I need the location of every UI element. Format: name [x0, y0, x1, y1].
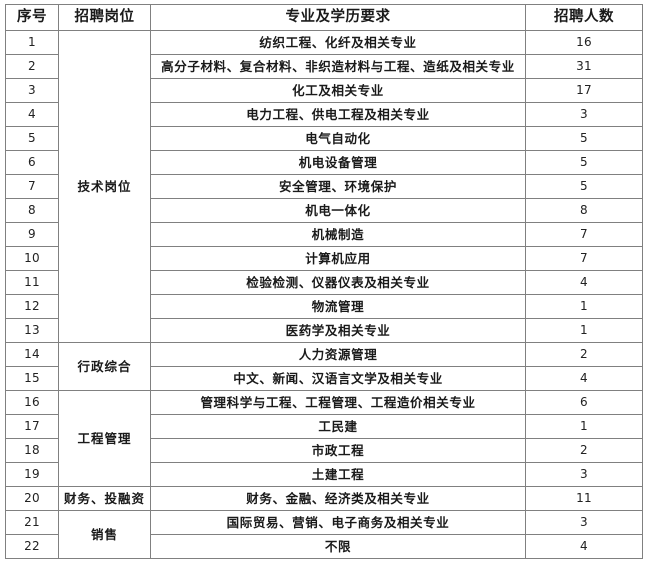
table-row: 22 不限 4 [5, 534, 643, 559]
table-body: 1 技术岗位 纺织工程、化纤及相关专业 16 2 高分子材料、复合材料、非织造材料与工程、… [5, 30, 643, 559]
cell-headcount: 3 [525, 510, 643, 535]
cell-headcount: 1 [525, 294, 643, 319]
cell-major-requirement: 医药学及相关专业 [150, 318, 526, 343]
cell-sequence-number: 5 [5, 126, 59, 151]
table-row: 10 计算机应用 7 [5, 246, 643, 271]
cell-sequence-number: 6 [5, 150, 59, 175]
cell-major-requirement: 电力工程、供电工程及相关专业 [150, 102, 526, 127]
cell-headcount: 3 [525, 462, 643, 487]
cell-headcount: 17 [525, 78, 643, 103]
cell-headcount: 1 [525, 414, 643, 439]
cell-major-requirement: 管理科学与工程、工程管理、工程造价相关专业 [150, 390, 526, 415]
cell-major-requirement: 机电设备管理 [150, 150, 526, 175]
cell-sequence-number: 21 [5, 510, 59, 535]
table-row: 14 行政综合 人力资源管理 2 [5, 342, 643, 391]
cell-sequence-number: 19 [5, 462, 59, 487]
cell-sequence-number: 12 [5, 294, 59, 319]
cell-post-group: 行政综合 [58, 342, 151, 391]
cell-sequence-number: 17 [5, 414, 59, 439]
cell-major-requirement: 中文、新闻、汉语言文学及相关专业 [150, 366, 526, 391]
cell-sequence-number: 13 [5, 318, 59, 343]
cell-major-requirement: 国际贸易、营销、电子商务及相关专业 [150, 510, 526, 535]
recruitment-table-container: 序号 招聘岗位 专业及学历要求 招聘人数 1 技术岗位 纺织工程、化纤及相关专业 16… [5, 4, 643, 559]
table-row: 1 技术岗位 纺织工程、化纤及相关专业 16 [5, 30, 643, 343]
cell-headcount: 2 [525, 342, 643, 367]
column-header-seq: 序号 [5, 4, 59, 31]
cell-sequence-number: 10 [5, 246, 59, 271]
cell-sequence-number: 9 [5, 222, 59, 247]
cell-headcount: 4 [525, 270, 643, 295]
table-row: 9 机械制造 7 [5, 222, 643, 247]
table-row: 12 物流管理 1 [5, 294, 643, 319]
cell-sequence-number: 16 [5, 390, 59, 415]
cell-headcount: 6 [525, 390, 643, 415]
cell-headcount: 2 [525, 438, 643, 463]
cell-major-requirement: 财务、金融、经济类及相关专业 [150, 486, 526, 511]
cell-major-requirement: 人力资源管理 [150, 342, 526, 367]
cell-major-requirement: 化工及相关专业 [150, 78, 526, 103]
cell-headcount: 3 [525, 102, 643, 127]
cell-major-requirement: 工民建 [150, 414, 526, 439]
cell-sequence-number: 1 [5, 30, 59, 55]
cell-sequence-number: 3 [5, 78, 59, 103]
cell-post-group: 工程管理 [58, 390, 151, 487]
cell-post-group: 财务、投融资 [58, 486, 151, 511]
cell-headcount: 1 [525, 318, 643, 343]
cell-headcount: 7 [525, 222, 643, 247]
table-header-row: 序号 招聘岗位 专业及学历要求 招聘人数 [5, 4, 643, 31]
cell-sequence-number: 7 [5, 174, 59, 199]
cell-headcount: 5 [525, 150, 643, 175]
cell-sequence-number: 8 [5, 198, 59, 223]
cell-sequence-number: 15 [5, 366, 59, 391]
cell-sequence-number: 18 [5, 438, 59, 463]
cell-major-requirement: 不限 [150, 534, 526, 559]
table-row: 18 市政工程 2 [5, 438, 643, 463]
cell-sequence-number: 14 [5, 342, 59, 367]
table-row: 19 土建工程 3 [5, 462, 643, 487]
cell-headcount: 16 [525, 30, 643, 55]
cell-major-requirement: 市政工程 [150, 438, 526, 463]
table-row: 8 机电一体化 8 [5, 198, 643, 223]
cell-headcount: 5 [525, 174, 643, 199]
table-row: 11 检验检测、仪器仪表及相关专业 4 [5, 270, 643, 295]
cell-headcount: 7 [525, 246, 643, 271]
table-row: 21 销售 国际贸易、营销、电子商务及相关专业 3 [5, 510, 643, 559]
cell-sequence-number: 11 [5, 270, 59, 295]
table-row: 16 工程管理 管理科学与工程、工程管理、工程造价相关专业 6 [5, 390, 643, 487]
table-row: 3 化工及相关专业 17 [5, 78, 643, 103]
cell-sequence-number: 2 [5, 54, 59, 79]
cell-headcount: 8 [525, 198, 643, 223]
cell-major-requirement: 机电一体化 [150, 198, 526, 223]
cell-headcount: 4 [525, 366, 643, 391]
recruitment-table: 序号 招聘岗位 专业及学历要求 招聘人数 1 技术岗位 纺织工程、化纤及相关专业 16… [5, 4, 643, 559]
cell-headcount: 31 [525, 54, 643, 79]
cell-major-requirement: 纺织工程、化纤及相关专业 [150, 30, 526, 55]
cell-post-group: 技术岗位 [58, 30, 151, 343]
cell-major-requirement: 电气自动化 [150, 126, 526, 151]
column-header-count: 招聘人数 [525, 4, 643, 31]
cell-sequence-number: 4 [5, 102, 59, 127]
cell-major-requirement: 机械制造 [150, 222, 526, 247]
table-row: 7 安全管理、环境保护 5 [5, 174, 643, 199]
cell-headcount: 11 [525, 486, 643, 511]
cell-sequence-number: 22 [5, 534, 59, 559]
cell-major-requirement: 物流管理 [150, 294, 526, 319]
cell-major-requirement: 土建工程 [150, 462, 526, 487]
table-row: 20 财务、投融资 财务、金融、经济类及相关专业 11 [5, 486, 643, 511]
column-header-major: 专业及学历要求 [150, 4, 526, 31]
column-header-post: 招聘岗位 [58, 4, 151, 31]
cell-headcount: 4 [525, 534, 643, 559]
cell-major-requirement: 计算机应用 [150, 246, 526, 271]
table-row: 6 机电设备管理 5 [5, 150, 643, 175]
cell-major-requirement: 安全管理、环境保护 [150, 174, 526, 199]
cell-headcount: 5 [525, 126, 643, 151]
table-header: 序号 招聘岗位 专业及学历要求 招聘人数 [5, 4, 643, 31]
cell-major-requirement: 高分子材料、复合材料、非织造材料与工程、造纸及相关专业 [150, 54, 526, 79]
cell-sequence-number: 20 [5, 486, 59, 511]
cell-major-requirement: 检验检测、仪器仪表及相关专业 [150, 270, 526, 295]
cell-post-group: 销售 [58, 510, 151, 559]
